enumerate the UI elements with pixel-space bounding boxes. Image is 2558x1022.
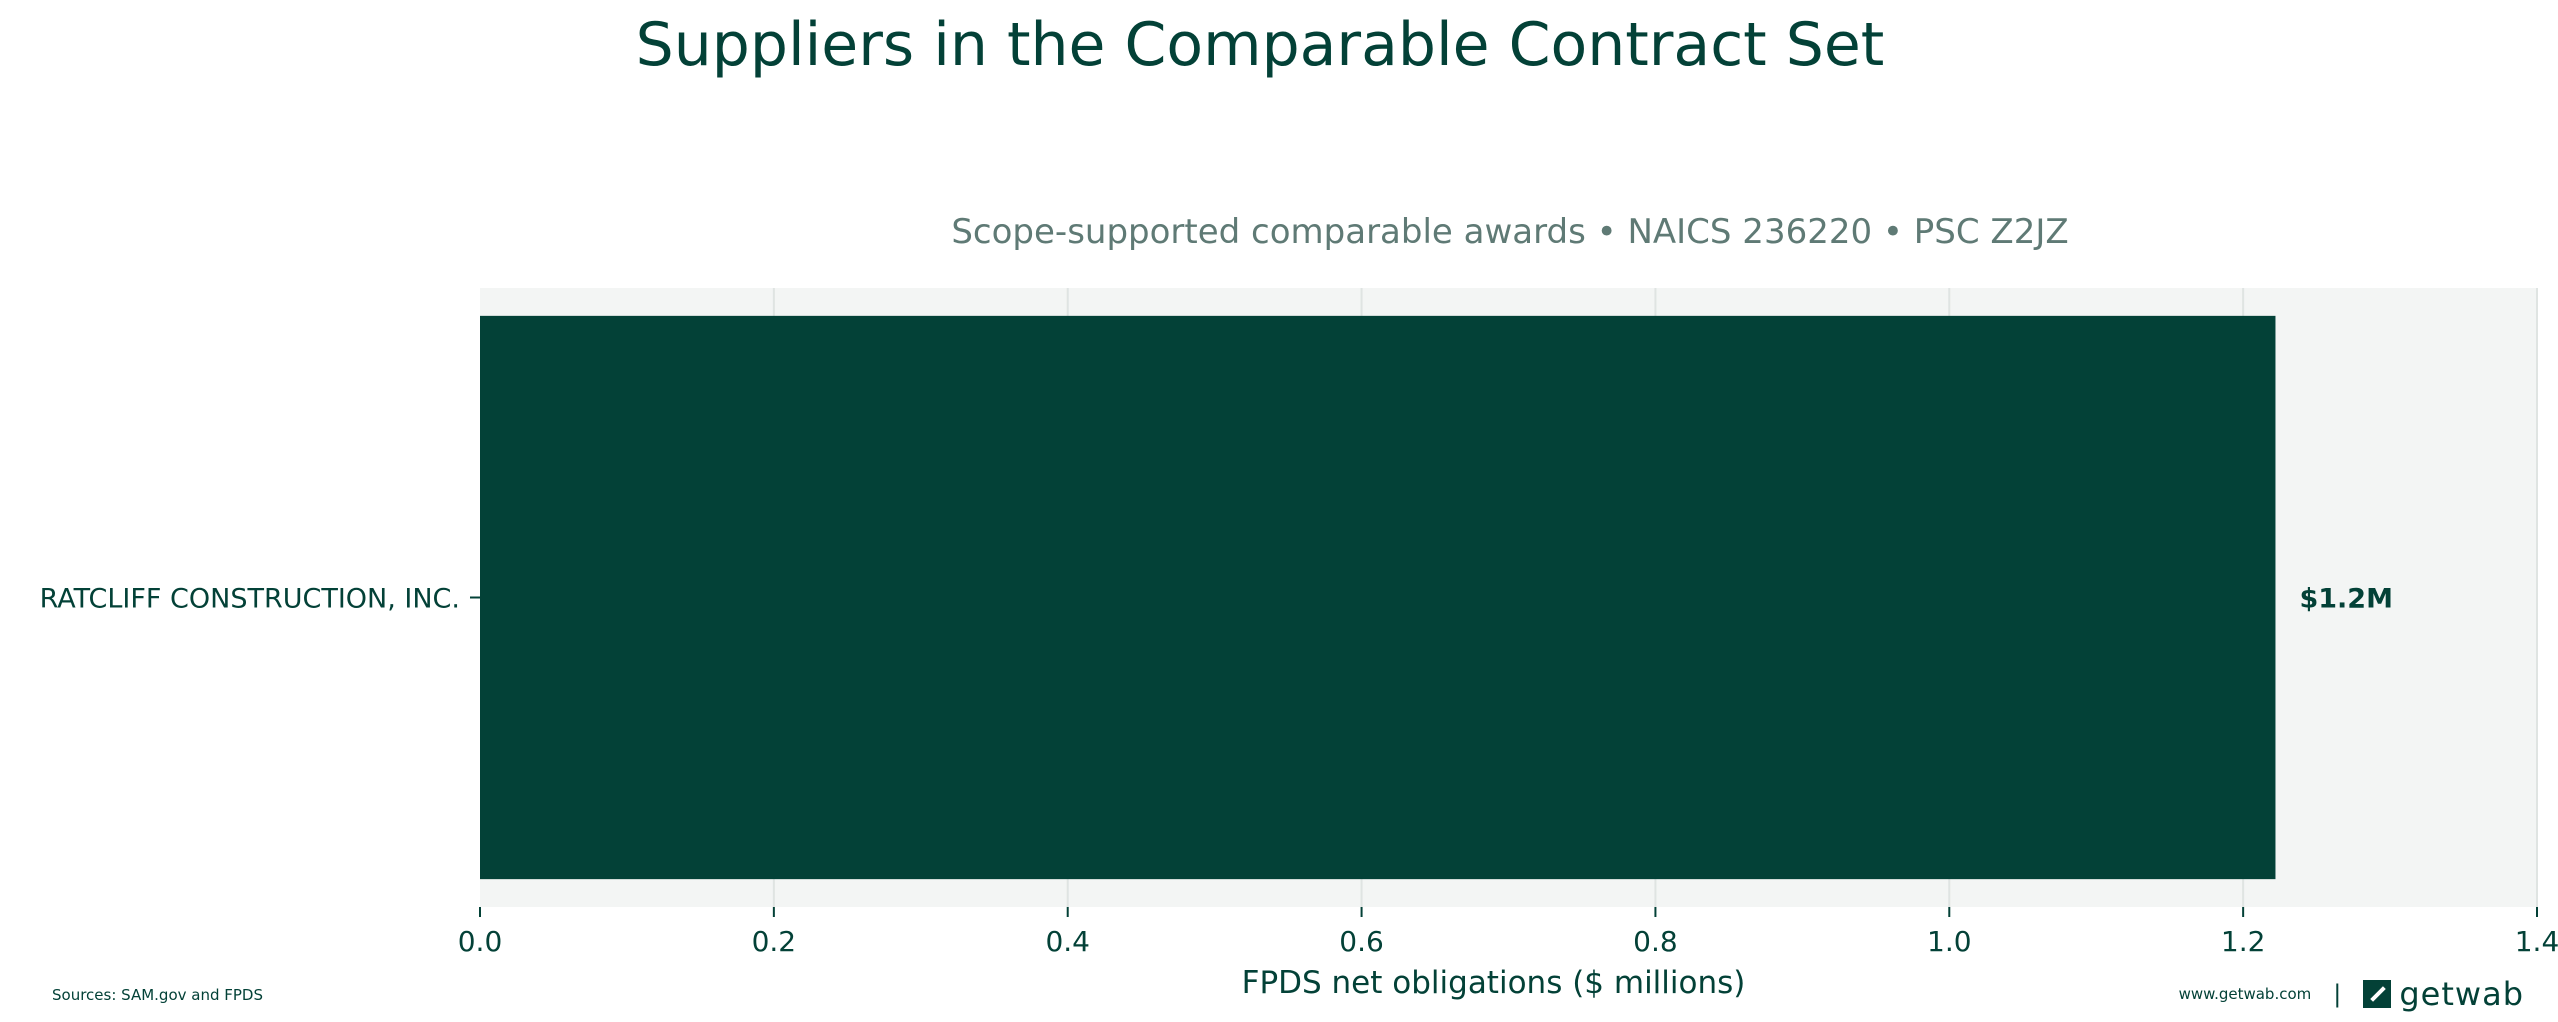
data-label-0: $1.2M	[2299, 584, 2393, 615]
brand-name: getwab	[2399, 975, 2524, 1013]
xtick-label-3: 0.6	[1339, 925, 1384, 958]
getwab-logo-icon	[2363, 980, 2392, 1008]
brand-logo: getwab	[2363, 975, 2524, 1013]
sources-note: Sources: SAM.gov and FPDS	[52, 986, 264, 1004]
footer-separator: |	[2333, 980, 2342, 1008]
website-link[interactable]: www.getwab.com	[2178, 985, 2312, 1003]
x-axis-label: FPDS net obligations ($ millions)	[1242, 965, 1746, 1001]
xtick-label-2: 0.4	[1045, 925, 1090, 958]
category-label-0: RATCLIFF CONSTRUCTION, INC.	[40, 584, 460, 615]
xtick-label-5: 1.0	[1927, 925, 1972, 958]
bar-0	[480, 315, 2276, 880]
xtick-label-0: 0.0	[458, 925, 503, 958]
chart-title: Suppliers in the Comparable Contract Set	[635, 10, 1885, 80]
xtick-label-6: 1.2	[2221, 925, 2266, 958]
xtick-label-7: 1.4	[2515, 925, 2558, 958]
xtick-label-4: 0.8	[1633, 925, 1678, 958]
footer-brand-area: www.getwab.com | getwab	[2179, 975, 2524, 1013]
chart-subtitle: Scope-supported comparable awards • NAIC…	[951, 212, 2069, 252]
xtick-label-1: 0.2	[752, 925, 797, 958]
